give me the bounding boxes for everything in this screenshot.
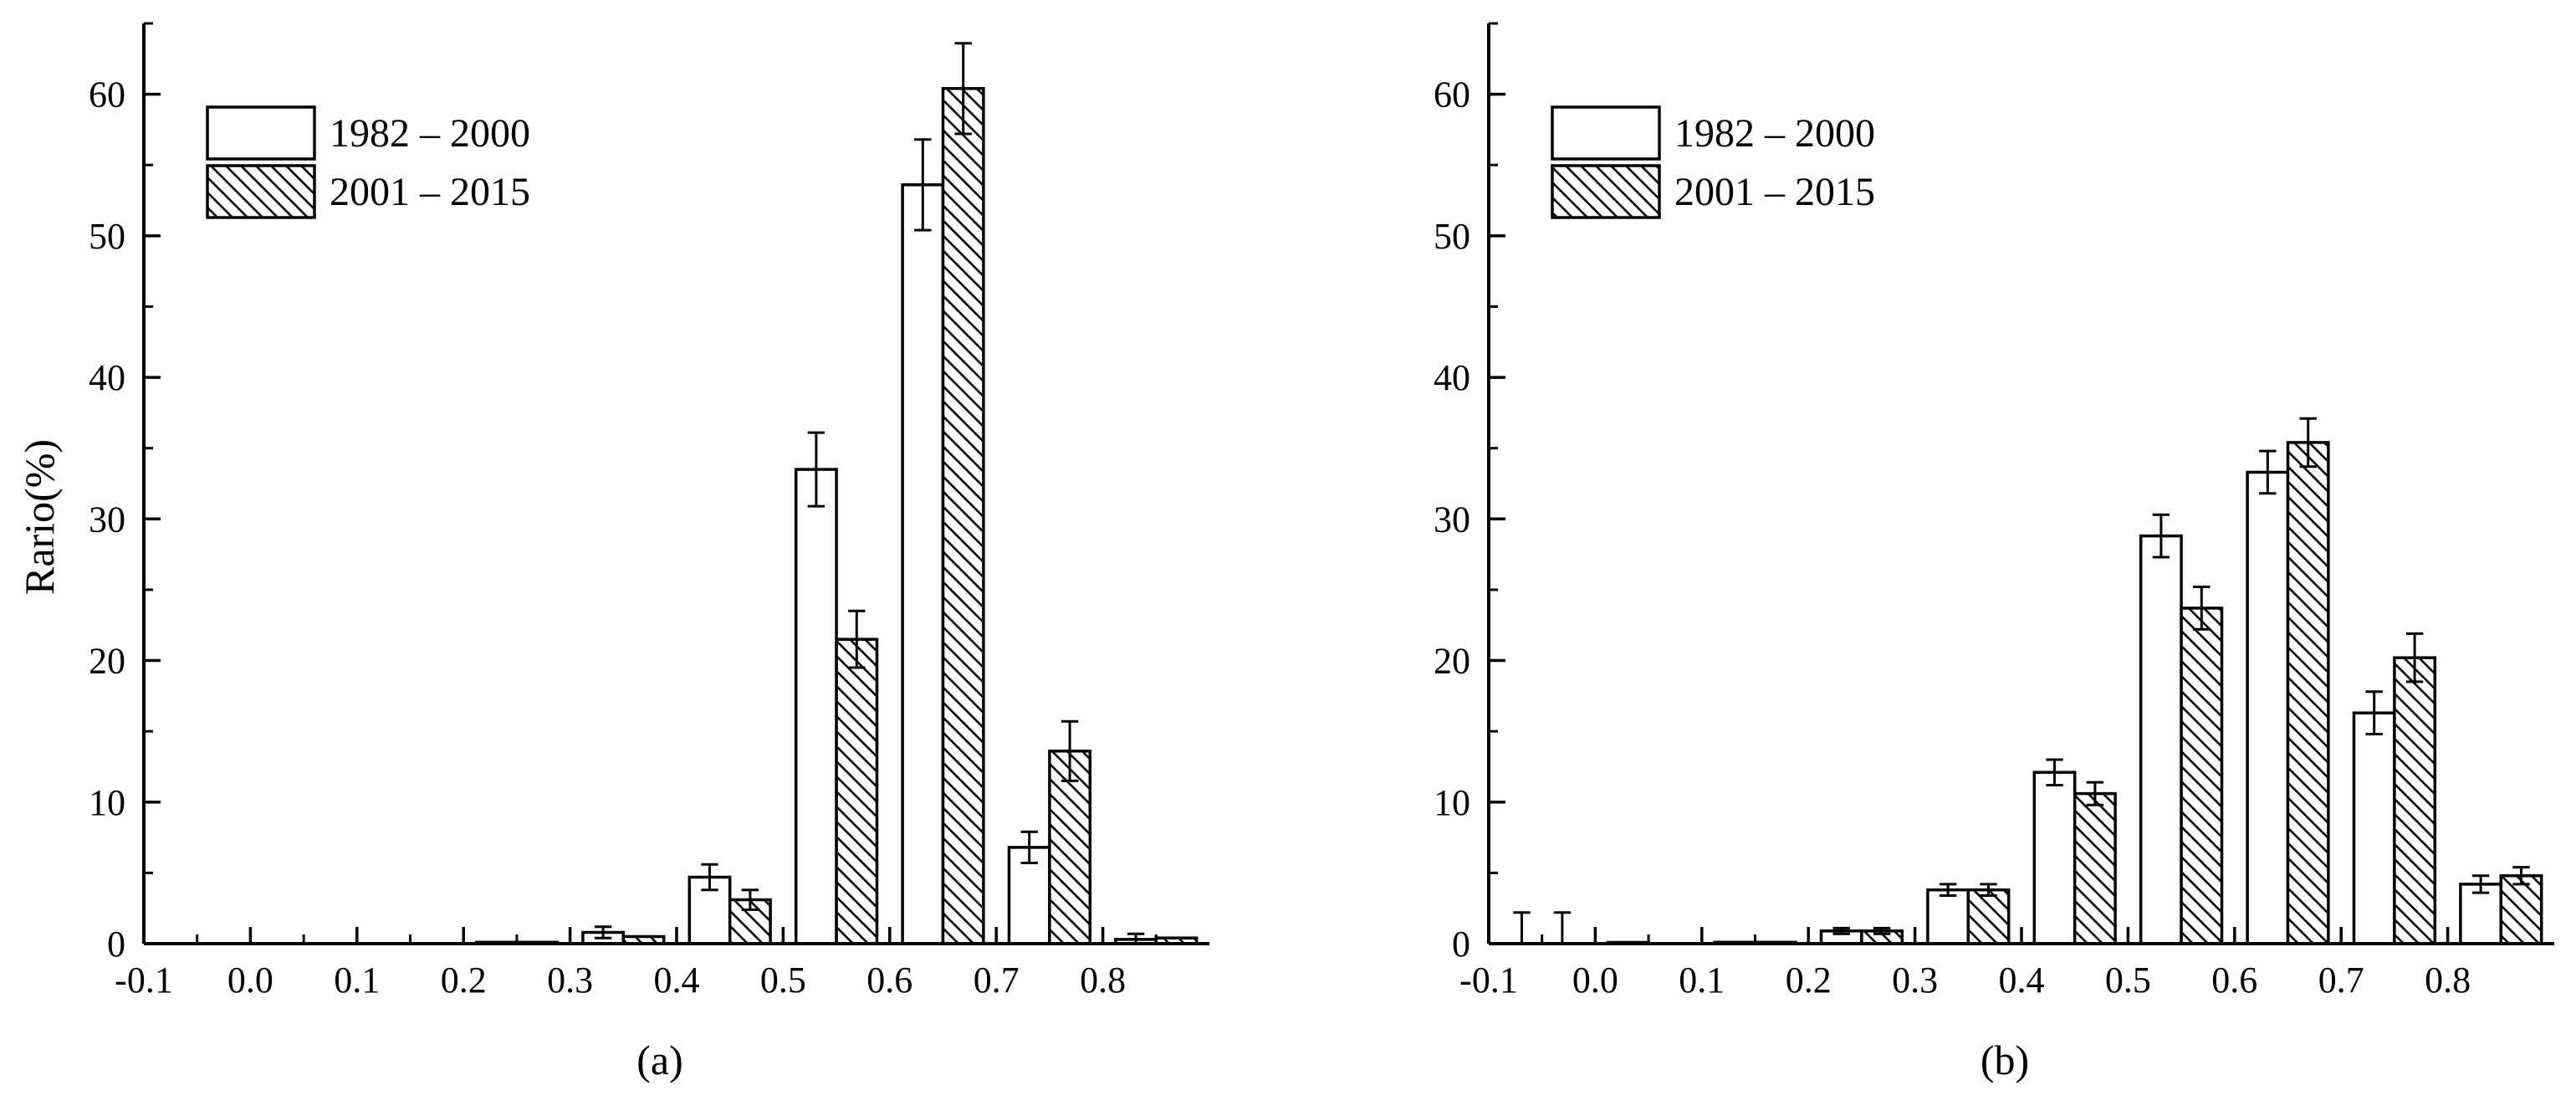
error-bar-period1-bin-9 bbox=[2471, 874, 2490, 894]
error-bar-period1-bin-4 bbox=[594, 925, 612, 939]
x-tick-label: 0.5 bbox=[2105, 960, 2151, 1001]
error-bar-period2-bin-6 bbox=[2193, 586, 2211, 631]
x-tick-label: 0.2 bbox=[1786, 960, 1832, 1001]
bar-period1-bin-4 bbox=[1926, 888, 1970, 945]
bar-period2-bin-7 bbox=[941, 87, 985, 945]
y-tick-label: 50 bbox=[89, 216, 125, 257]
y-tick-label: 40 bbox=[1434, 357, 1470, 398]
legend-swatch-period2 bbox=[1551, 164, 1661, 219]
error-bar-period1-bin-0 bbox=[1513, 911, 1531, 945]
error-bar-period2-bin-5 bbox=[2086, 781, 2104, 806]
error-bar-period2-bin-8 bbox=[2405, 632, 2424, 683]
x-tick-label: 0.4 bbox=[1999, 960, 2045, 1001]
legend-swatch-period2 bbox=[206, 164, 316, 219]
legend: 1982 – 2000 2001 – 2015 bbox=[206, 105, 530, 219]
bar-period1-bin-7 bbox=[901, 183, 945, 945]
x-tick-label: 0.3 bbox=[547, 960, 593, 1001]
x-tick-label: 0.3 bbox=[1892, 960, 1938, 1001]
x-tick-label: 0.0 bbox=[1572, 960, 1618, 1001]
legend-swatch-period1 bbox=[206, 105, 316, 161]
error-bar-period1-bin-6 bbox=[807, 431, 825, 508]
legend-label-period1: 1982 – 2000 bbox=[330, 111, 530, 156]
x-tick-label: -0.1 bbox=[1459, 960, 1518, 1001]
error-bar-period1-bin-3 bbox=[1832, 926, 1850, 935]
y-tick-label: 60 bbox=[1434, 74, 1470, 115]
bar-period2-bin-8 bbox=[1048, 750, 1092, 945]
y-tick-label: 10 bbox=[89, 782, 125, 823]
bar-period1-bin-6 bbox=[794, 468, 838, 945]
bar-period1-bin-7 bbox=[2246, 470, 2290, 945]
panel-label: (b) bbox=[1981, 1037, 2029, 1083]
y-tick-label: 20 bbox=[89, 641, 125, 682]
x-tick-label: 0.0 bbox=[227, 960, 273, 1001]
bar-period2-bin-6 bbox=[835, 637, 879, 945]
y-tick-label: 0 bbox=[1452, 924, 1470, 965]
error-bar-period1-bin-8 bbox=[1020, 830, 1038, 864]
error-bar-period2-bin-7 bbox=[2299, 417, 2317, 468]
bar-period2-bin-5 bbox=[2073, 791, 2117, 945]
bar-period2-bin-7 bbox=[2286, 441, 2330, 945]
error-bar-period2-bin-3 bbox=[1873, 926, 1891, 935]
error-bar-period2-bin-4 bbox=[1980, 883, 1997, 897]
y-tick-label: 20 bbox=[1434, 641, 1470, 682]
y-tick-label: 50 bbox=[1434, 216, 1470, 257]
y-axis-label: Rario(%) bbox=[16, 439, 63, 595]
y-tick-label: 10 bbox=[1434, 782, 1470, 823]
x-tick-label: -0.1 bbox=[115, 960, 173, 1001]
bar-period2-bin-8 bbox=[2393, 656, 2437, 945]
error-bar-period2-bin-5 bbox=[741, 888, 759, 911]
y-tick-label: 60 bbox=[89, 74, 125, 115]
error-bar-period2-bin-9 bbox=[2512, 866, 2530, 886]
legend-label-period2: 2001 – 2015 bbox=[330, 170, 530, 214]
y-tick-label: 30 bbox=[1434, 499, 1470, 540]
error-bar-period2-bin-6 bbox=[848, 609, 866, 669]
error-bar-period2-bin-8 bbox=[1061, 719, 1079, 782]
x-tick-label: 0.2 bbox=[441, 960, 487, 1001]
x-tick-label: 0.6 bbox=[866, 960, 912, 1001]
legend: 1982 – 2000 2001 – 2015 bbox=[1551, 105, 1875, 219]
x-tick-label: 0.6 bbox=[2211, 960, 2257, 1001]
x-tick-label: 0.1 bbox=[334, 960, 380, 1001]
bar-period2-bin-6 bbox=[2180, 607, 2224, 945]
error-bar-period2-bin-0 bbox=[1553, 911, 1572, 945]
error-bar-period1-bin-6 bbox=[2152, 513, 2170, 559]
x-tick-label: 0.7 bbox=[2318, 960, 2364, 1001]
x-tick-label: 0.5 bbox=[760, 960, 806, 1001]
legend-swatch-period1 bbox=[1551, 105, 1661, 161]
bar-period1-bin-6 bbox=[2139, 534, 2183, 945]
y-tick-label: 40 bbox=[89, 357, 125, 398]
bar-period2-bin-4 bbox=[1966, 888, 2011, 945]
bar-period1-bin-8 bbox=[2352, 711, 2396, 945]
bar-period1-bin-5 bbox=[2032, 771, 2077, 945]
error-bar-period1-bin-7 bbox=[2259, 449, 2277, 495]
error-bar-period1-bin-7 bbox=[914, 138, 932, 232]
chart-panel-b: -0.1 0.0 0.1 0.2 0.3 0.4 0.5 0.6 0.7 0.8 0 10 20 30 40… bbox=[1434, 22, 2554, 1083]
error-bar-period1-bin-8 bbox=[2365, 690, 2383, 735]
error-bar-period1-bin-4 bbox=[1939, 883, 1957, 897]
x-tick-label: 0.8 bbox=[1080, 960, 1126, 1001]
y-tick-label: 0 bbox=[107, 924, 125, 965]
x-tick-label: 0.4 bbox=[654, 960, 700, 1001]
bar-period2-bin-9 bbox=[2499, 874, 2543, 945]
error-bar-period1-bin-5 bbox=[2046, 758, 2063, 786]
x-tick-label: 0.1 bbox=[1679, 960, 1725, 1001]
error-bar-period1-bin-5 bbox=[701, 863, 718, 892]
chart-panel-a: -0.1 0.0 0.1 0.2 0.3 0.4 0.5 0.6 0.7 0.8 0 10 20 30 40… bbox=[16, 22, 1209, 1083]
x-tick-label: 0.8 bbox=[2425, 960, 2471, 1001]
y-tick-label: 30 bbox=[89, 499, 125, 540]
error-bar-period2-bin-7 bbox=[954, 42, 972, 136]
x-tick-label: 0.7 bbox=[974, 960, 1020, 1001]
panel-label: (a) bbox=[636, 1037, 683, 1083]
legend-label-period2: 2001 – 2015 bbox=[1674, 170, 1875, 214]
legend-label-period1: 1982 – 2000 bbox=[1674, 111, 1875, 156]
